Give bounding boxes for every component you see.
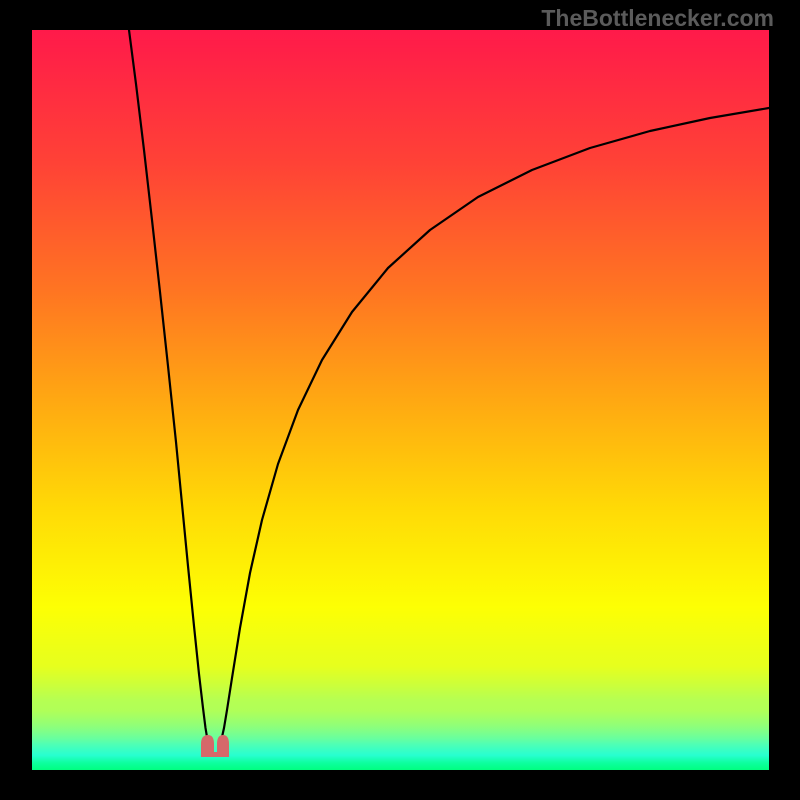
plot-svg — [32, 30, 769, 770]
chart-container: TheBottlenecker.com — [0, 0, 800, 800]
plot-area — [32, 30, 769, 770]
watermark-text: TheBottlenecker.com — [541, 5, 774, 32]
